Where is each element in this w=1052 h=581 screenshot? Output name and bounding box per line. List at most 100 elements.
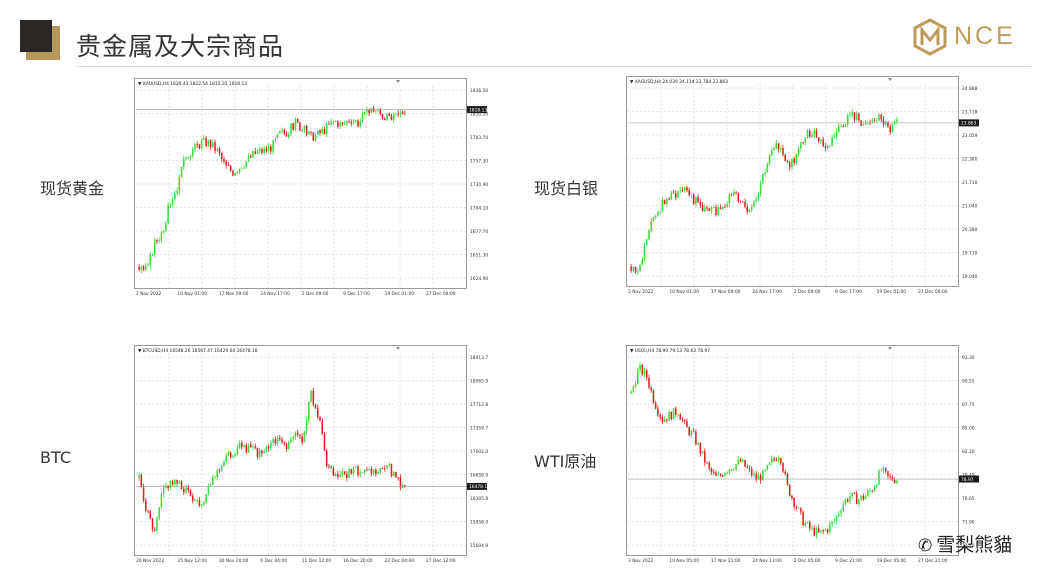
candle-body: [719, 474, 722, 476]
candle-body: [361, 114, 364, 122]
candle-body: [853, 112, 856, 120]
candle-body: [750, 206, 753, 210]
candle-body: [849, 496, 851, 502]
y-tick-label: 71.10: [962, 543, 975, 549]
candle-body: [632, 386, 635, 392]
y-tick-label: 76.65: [962, 496, 975, 502]
candle-body: [205, 138, 207, 147]
candle-body: [187, 487, 190, 491]
candle-body: [889, 126, 891, 132]
candle-body: [346, 473, 348, 478]
candle-body: [325, 123, 328, 134]
candle-body: [305, 125, 308, 135]
candle-body: [882, 467, 885, 471]
candle-body: [815, 528, 818, 536]
candle-body: [368, 109, 370, 113]
candle-body: [817, 137, 820, 142]
candle-body: [250, 444, 252, 448]
candle-body: [334, 121, 337, 123]
candle-body: [296, 119, 299, 123]
candle-body: [804, 137, 807, 143]
candle-body: [317, 408, 319, 418]
y-tick-label: 23.059: [962, 133, 978, 139]
candle-body: [330, 121, 332, 125]
y-tick-label: 24.888: [962, 86, 978, 92]
x-tick-label: 17 Nov 09:00: [711, 289, 741, 295]
candle-body: [811, 134, 813, 137]
candle-body: [724, 207, 726, 208]
x-tick-label: 25 Nov 12:00: [177, 558, 207, 564]
candle-body: [800, 507, 802, 512]
candle-body: [325, 450, 328, 467]
candle-body: [800, 142, 802, 149]
candle-body: [212, 477, 214, 485]
candle-body: [156, 240, 158, 242]
candle-body: [715, 206, 717, 215]
candle-body: [869, 490, 871, 492]
x-tick-label: 17 Nov 09:00: [219, 291, 249, 297]
candle-body: [171, 199, 174, 205]
x-tick-label: 27 Dec 09:00: [426, 291, 456, 297]
candle-body: [178, 481, 181, 484]
candle-body: [305, 420, 308, 432]
y-tick-label: 15958.05: [470, 520, 488, 526]
candle-body: [777, 458, 780, 461]
candle-body: [762, 173, 764, 184]
candle-body: [871, 490, 874, 492]
candle-body: [375, 110, 377, 112]
candle-body: [384, 468, 386, 470]
candle-body: [258, 149, 261, 152]
candle-body: [896, 119, 898, 122]
candle-body: [806, 130, 809, 138]
candle-body: [245, 161, 248, 168]
candle-body: [220, 153, 223, 160]
candle-body: [791, 158, 793, 168]
candle-body: [303, 125, 306, 130]
candle-body: [878, 114, 880, 121]
candle-body: [795, 506, 798, 509]
candle-body: [779, 458, 782, 464]
candle-body: [650, 221, 652, 231]
price-label-bg: [467, 482, 487, 490]
x-tick-label: 3 Nov 2022: [628, 558, 654, 564]
candle-body: [788, 162, 791, 168]
candle-body: [632, 267, 635, 271]
candle-body: [773, 148, 775, 151]
candle-body: [332, 468, 335, 477]
candle-body: [748, 467, 751, 469]
candle-body: [880, 470, 883, 472]
candle-body: [214, 477, 216, 478]
candle-body: [392, 471, 395, 476]
shift-marker-icon: [396, 80, 400, 83]
candle-body: [162, 487, 165, 494]
x-tick-label: 2 Dec 05:00: [794, 558, 821, 564]
candle-body: [637, 271, 639, 273]
candle-body: [258, 450, 261, 457]
candle-body: [675, 408, 677, 415]
candle-body: [359, 121, 361, 127]
candle-body: [771, 150, 773, 156]
candle-body: [692, 194, 695, 205]
chart-wti: 93.30 90.55 87.75 85.00 82.20 79.45 76.65 73.90…: [626, 345, 980, 565]
candle-body: [167, 205, 169, 223]
candle-body: [247, 156, 250, 162]
candle-body: [788, 484, 791, 496]
candle-body: [755, 473, 757, 480]
candle-body: [209, 140, 212, 147]
candle-body: [704, 207, 706, 212]
candle-body: [158, 240, 160, 242]
chart-info-text: ▼ XAUUSD,H4 1820.43 1822.54 1815.31 1818…: [138, 81, 247, 87]
candle-body: [717, 474, 719, 476]
candle-body: [256, 447, 259, 457]
candle-body: [357, 466, 359, 476]
candle-body: [292, 123, 294, 130]
candle-body: [719, 207, 722, 209]
candle-body: [243, 167, 245, 169]
candle-body: [397, 113, 399, 115]
candle-body: [227, 452, 230, 456]
candle-body: [795, 154, 798, 164]
candle-body: [820, 530, 822, 533]
candle-body: [855, 113, 858, 120]
candle-body: [855, 493, 858, 505]
candle-body: [223, 461, 225, 466]
